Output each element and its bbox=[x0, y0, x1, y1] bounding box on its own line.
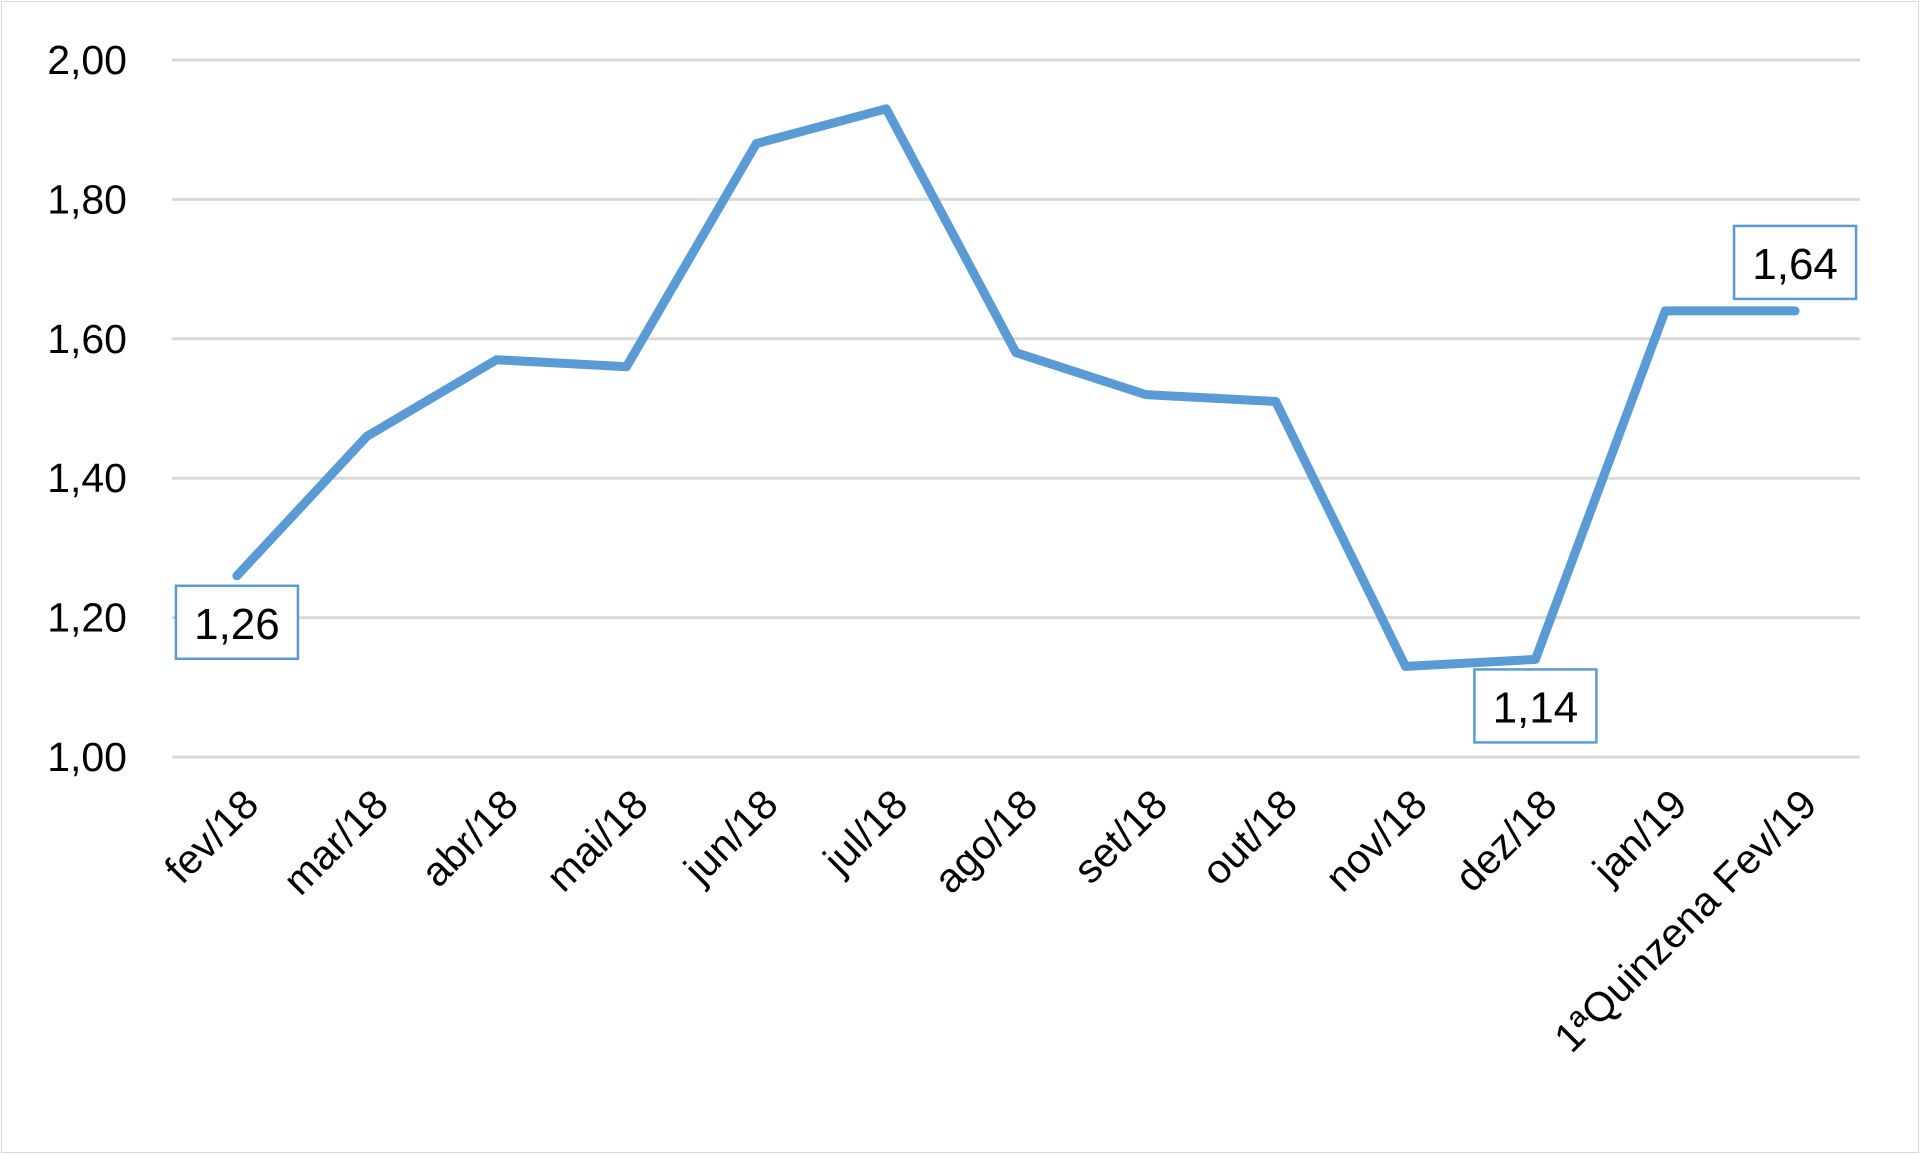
y-tick-label: 1,20 bbox=[47, 595, 127, 641]
x-tick-label: dez/18 bbox=[1446, 781, 1566, 901]
y-tick-label: 1,40 bbox=[47, 455, 127, 501]
data-label: 1,64 bbox=[1732, 224, 1858, 301]
x-tick-label: ago/18 bbox=[925, 781, 1046, 902]
y-tick-label: 1,00 bbox=[47, 734, 127, 780]
y-axis-tick-labels: 1,00 1,20 1,40 1,60 1,80 2,00 bbox=[47, 37, 127, 780]
data-label: 1,14 bbox=[1473, 668, 1598, 744]
data-labels: 1,26 1,14 1,64 bbox=[174, 224, 1858, 744]
data-label-box bbox=[174, 584, 300, 661]
x-tick-label: abr/18 bbox=[412, 781, 527, 896]
x-tick-label: jan/19 bbox=[1583, 781, 1695, 893]
series-lines bbox=[232, 104, 1800, 671]
grid-lines bbox=[172, 58, 1860, 759]
y-tick-label: 2,00 bbox=[47, 37, 127, 83]
y-tick-label: 1,80 bbox=[47, 176, 127, 222]
x-tick-label: mar/18 bbox=[274, 781, 397, 904]
data-label-text: 1,64 bbox=[1752, 240, 1838, 289]
data-label-box bbox=[1732, 224, 1858, 301]
x-tick-label: set/18 bbox=[1065, 781, 1177, 893]
x-tick-label: nov/18 bbox=[1316, 781, 1436, 901]
data-label-text: 1,26 bbox=[194, 600, 280, 649]
x-tick-label: out/18 bbox=[1193, 781, 1306, 894]
x-tick-label: jun/18 bbox=[674, 781, 786, 893]
data-label: 1,26 bbox=[174, 584, 300, 661]
x-axis-tick-labels: fev/18 mar/18 abr/18 mai/18 jun/18 jul/18 ago/… bbox=[156, 781, 1826, 1061]
series-line bbox=[232, 104, 1800, 671]
x-tick-label: fev/18 bbox=[156, 781, 268, 893]
y-tick-label: 1,60 bbox=[47, 316, 127, 362]
data-label-text: 1,14 bbox=[1493, 683, 1579, 732]
x-tick-label: mai/18 bbox=[537, 781, 657, 901]
x-tick-label: jul/18 bbox=[814, 781, 917, 884]
data-label-box bbox=[1473, 668, 1598, 744]
